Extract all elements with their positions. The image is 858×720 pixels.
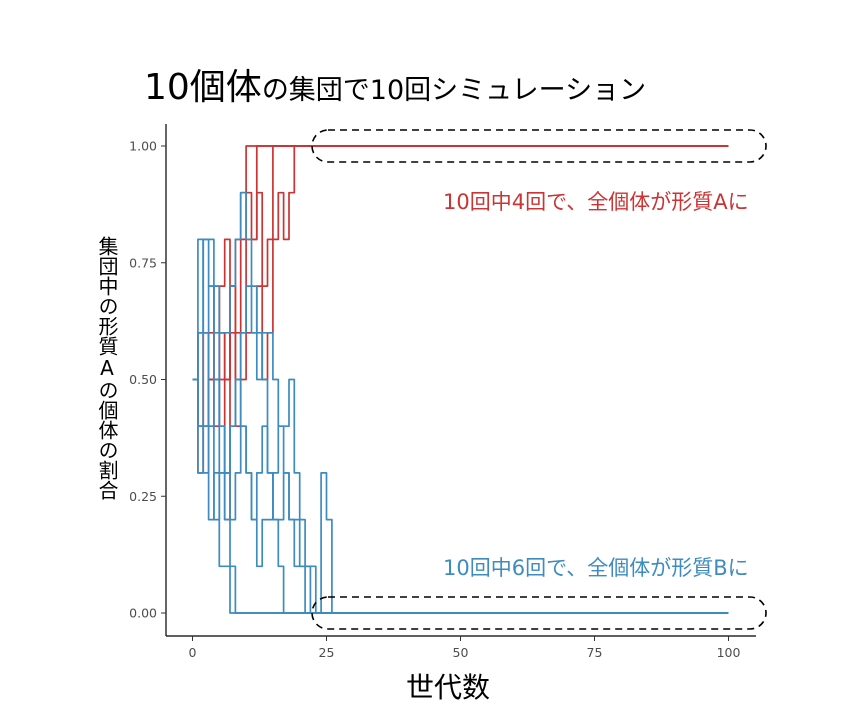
x-axis-label: 世代数 bbox=[405, 671, 490, 704]
y-ticks: 0.00 0.25 0.50 0.75 1.00 bbox=[129, 139, 166, 621]
y-tick-label: 0.00 bbox=[129, 606, 157, 621]
annotation-fixation-b: 10回中6回で、全個体が形質Bに bbox=[443, 556, 749, 580]
series-line-6 bbox=[192, 191, 729, 614]
y-tick-label: 1.00 bbox=[129, 139, 157, 154]
chart-title: 10個体の集団で10回シミュレーション bbox=[144, 58, 646, 110]
y-tick-label: 0.75 bbox=[129, 255, 157, 270]
y-tick-label: 0.50 bbox=[129, 372, 157, 387]
x-ticks: 0 25 50 75 100 bbox=[189, 636, 741, 660]
series-line-10 bbox=[192, 378, 729, 614]
series-layer bbox=[192, 145, 729, 614]
series-line-9 bbox=[192, 238, 729, 614]
x-tick-label: 0 bbox=[189, 645, 197, 660]
x-tick-label: 25 bbox=[319, 645, 335, 660]
title-part-1: 10個体 bbox=[144, 67, 262, 108]
highlight-box-top bbox=[311, 129, 767, 163]
highlight-box-bottom bbox=[311, 596, 767, 630]
y-axis-label: 集団中の形質Aの個体の割合 bbox=[95, 236, 119, 500]
title-part-2: の集団で10回シミュレーション bbox=[261, 75, 647, 106]
y-tick-label: 0.25 bbox=[129, 489, 157, 504]
x-tick-label: 75 bbox=[587, 645, 603, 660]
annotation-fixation-a: 10回中4回で、全個体が形質Aに bbox=[443, 190, 749, 214]
x-tick-label: 100 bbox=[717, 645, 741, 660]
x-tick-label: 50 bbox=[453, 645, 469, 660]
